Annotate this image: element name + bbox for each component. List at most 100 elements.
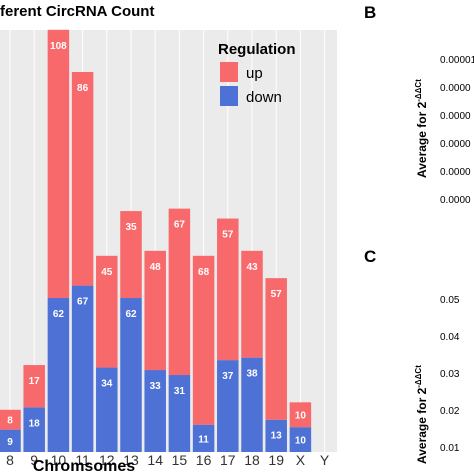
legend-title: Regulation bbox=[218, 41, 296, 58]
bar-down-8 bbox=[0, 429, 21, 452]
data-label-up-8: 8 bbox=[7, 416, 13, 427]
bar-down-12 bbox=[96, 367, 118, 452]
data-label-up-14: 48 bbox=[150, 262, 162, 273]
x-tick-19: 19 bbox=[268, 452, 284, 468]
bar-up-19 bbox=[265, 278, 287, 420]
panel-c-tick-0: 0.05 bbox=[440, 295, 460, 306]
panel-b-tick-1: 0.0000 bbox=[440, 83, 471, 94]
bar-down-19 bbox=[265, 419, 287, 452]
data-label-down-8: 9 bbox=[7, 437, 13, 448]
bar-up-18 bbox=[241, 250, 263, 358]
bar-up-11 bbox=[71, 72, 94, 286]
x-tick-16: 16 bbox=[196, 452, 212, 468]
data-label-down-12: 34 bbox=[101, 379, 113, 390]
data-label-up-17: 57 bbox=[222, 230, 234, 241]
panel-b-ylabel-base: Average for 2 bbox=[415, 101, 429, 178]
bar-down-13 bbox=[120, 298, 142, 452]
data-label-up-13: 35 bbox=[125, 222, 137, 233]
panel-c-ylabel-sup: -ΔΔCt bbox=[414, 365, 423, 388]
panel-c-letter: C bbox=[364, 247, 376, 266]
legend-swatch-up bbox=[220, 62, 238, 82]
bar-down-10 bbox=[47, 298, 70, 452]
x-tick-12: 12 bbox=[99, 452, 115, 468]
bar-down-14 bbox=[144, 370, 166, 452]
data-label-up-11: 86 bbox=[77, 83, 89, 94]
x-tick-17: 17 bbox=[220, 452, 236, 468]
data-label-down-16: 11 bbox=[198, 434, 209, 445]
panel-c-tick-2: 0.03 bbox=[440, 369, 460, 380]
panel-b-tick-2: 0.0000 bbox=[440, 111, 471, 122]
x-tick-11: 11 bbox=[75, 452, 90, 468]
data-label-up-10: 108 bbox=[50, 41, 67, 52]
data-label-down-18: 38 bbox=[246, 369, 258, 380]
data-label-down-13: 62 bbox=[125, 309, 137, 320]
bar-up-15 bbox=[168, 208, 191, 376]
bar-up-12 bbox=[96, 255, 118, 368]
data-label-up-16: 68 bbox=[198, 267, 210, 278]
x-tick-10: 10 bbox=[51, 452, 67, 468]
legend-swatch-down bbox=[220, 86, 238, 106]
x-tick-9: 9 bbox=[30, 452, 38, 468]
x-tick-18: 18 bbox=[244, 452, 260, 468]
data-label-up-18: 43 bbox=[246, 262, 258, 273]
data-label-down-11: 67 bbox=[77, 297, 89, 308]
bar-down-11 bbox=[71, 285, 94, 452]
bar-up-10 bbox=[47, 29, 70, 299]
panel-c-ylabel-base: Average for 2 bbox=[415, 387, 429, 464]
data-label-down-14: 33 bbox=[150, 381, 162, 392]
panel-b-ylabel-sup: -ΔΔCt bbox=[414, 79, 423, 102]
bar-down-18 bbox=[241, 357, 263, 452]
x-tick-X: X bbox=[296, 452, 306, 468]
x-tick-15: 15 bbox=[172, 452, 188, 468]
x-tick-Y: Y bbox=[320, 452, 330, 468]
bar-up-17 bbox=[217, 218, 239, 361]
data-label-down-10: 62 bbox=[53, 309, 65, 320]
panel-c: C Average for 2-ΔΔCt 0.050.040.030.020.0… bbox=[364, 247, 460, 464]
data-label-up-19: 57 bbox=[271, 289, 283, 300]
legend: Regulation up down bbox=[218, 41, 296, 106]
panel-b-tick-0: 0.00001 bbox=[440, 55, 474, 66]
x-axis-label: Chromsomes bbox=[33, 458, 135, 474]
bar-down-17 bbox=[217, 360, 239, 452]
bar-up-13 bbox=[120, 211, 142, 299]
data-label-down-19: 13 bbox=[271, 431, 283, 442]
bar-up-9 bbox=[23, 365, 45, 408]
panel-b-tick-4: 0.0000 bbox=[440, 167, 471, 178]
bar-down-X bbox=[289, 427, 312, 452]
data-label-down-9: 18 bbox=[29, 418, 41, 429]
panel-b-tick-5: 0.0000 bbox=[440, 195, 471, 206]
legend-label-down: down bbox=[246, 89, 282, 106]
panel-b-tick-3: 0.0000 bbox=[440, 139, 471, 150]
bar-down-16 bbox=[192, 424, 215, 452]
data-label-down-X: 10 bbox=[295, 436, 307, 447]
panel-c-ticks: 0.05 0.04 0.03 0.02 0.01 bbox=[440, 295, 460, 454]
bar-down-9 bbox=[23, 407, 45, 452]
panel-b-ticks: 0.00001 0.0000 0.0000 0.0000 0.0000 0.0000 bbox=[440, 55, 474, 206]
bar-up-16 bbox=[192, 255, 215, 425]
chart-title: ferent CircRNA Count bbox=[0, 3, 154, 20]
panel-b-letter: B bbox=[364, 3, 376, 22]
panel-c-ylabel: Average for 2-ΔΔCt bbox=[414, 365, 429, 464]
bar-down-15 bbox=[168, 375, 191, 452]
data-label-up-12: 45 bbox=[101, 267, 113, 278]
data-label-up-15: 67 bbox=[174, 220, 186, 231]
bars-group: 9 8 18 17 62 108 67 86 34 45 62 35 33 48 31 67 11 68 37 57 3… bbox=[0, 29, 312, 452]
x-tick-8: 8 bbox=[6, 452, 14, 468]
data-label-up-X: 10 bbox=[295, 411, 307, 422]
bar-up-14 bbox=[144, 250, 166, 371]
bar-up-X bbox=[289, 402, 312, 428]
data-label-down-17: 37 bbox=[222, 371, 234, 382]
x-tick-labels: 8 9 10 11 12 13 14 15 16 17 18 19 X Y bbox=[6, 452, 330, 468]
panel-c-tick-1: 0.04 bbox=[440, 332, 460, 343]
data-label-up-9: 17 bbox=[29, 376, 41, 387]
panel-c-tick-4: 0.01 bbox=[440, 443, 460, 454]
data-label-down-15: 31 bbox=[174, 386, 186, 397]
x-tick-13: 13 bbox=[123, 452, 139, 468]
panel-c-tick-3: 0.02 bbox=[440, 406, 460, 417]
panel-b: B Average for 2-ΔΔCt 0.000010.00000.0000… bbox=[364, 3, 474, 206]
panel-b-ylabel: Average for 2-ΔΔCt bbox=[414, 79, 429, 178]
legend-label-up: up bbox=[246, 65, 263, 82]
bar-up-8 bbox=[0, 409, 21, 430]
x-tick-14: 14 bbox=[147, 452, 163, 468]
